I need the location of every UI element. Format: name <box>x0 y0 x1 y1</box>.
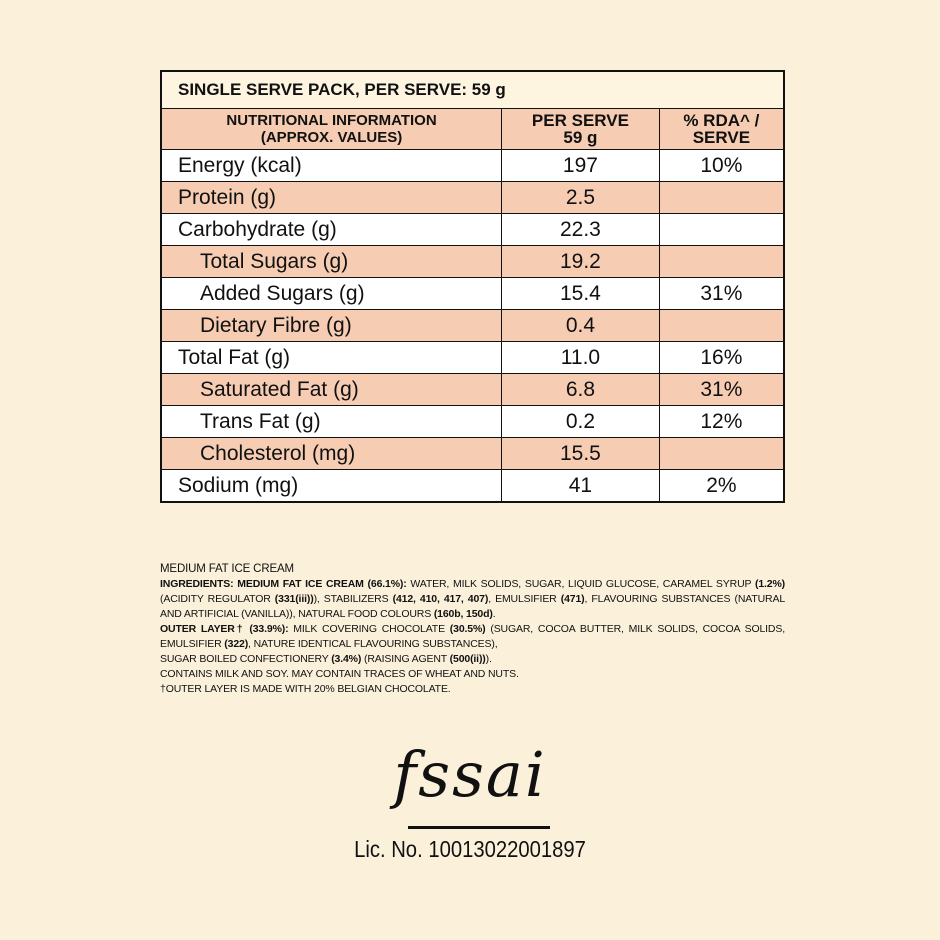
table-row: Trans Fat (g) 0.2 12% <box>160 405 785 438</box>
ingredients-text: (471) <box>560 593 585 605</box>
ingredients-text: (30.5%) <box>449 623 486 635</box>
per-serve-value: 0.2 <box>501 405 660 438</box>
ingredients-paragraph: SUGAR BOILED CONFECTIONERY (3.4%) (RAISI… <box>160 652 785 667</box>
ingredients-paragraph: INGREDIENTS: MEDIUM FAT ICE CREAM (66.1%… <box>160 577 785 622</box>
ingredients-text: SUGAR BOILED CONFECTIONERY <box>160 653 332 665</box>
ingredients-text: ). <box>485 653 492 665</box>
header-line: 59 g <box>563 128 598 147</box>
ingredients-text: (322) <box>224 638 249 650</box>
nutrient-label: Added Sugars (g) <box>160 277 503 310</box>
title-cell: SINGLE SERVE PACK, PER SERVE: 59 g <box>160 70 785 109</box>
ingredients-text: (160b, 150d) <box>433 608 493 620</box>
ingredients-text: WATER, MILK SOLIDS, SUGAR, LIQUID GLUCOS… <box>406 578 755 590</box>
rda-value: 2% <box>658 469 785 503</box>
header-cell: PER SERVE 59 g <box>501 108 660 150</box>
ingredients-text: (1.2%) <box>754 578 785 590</box>
table-row: Total Fat (g) 11.0 16% <box>160 341 785 374</box>
table-row: Carbohydrate (g) 22.3 <box>160 213 785 246</box>
nutrient-label: Sodium (mg) <box>160 469 503 503</box>
ingredients-heading: MEDIUM FAT ICE CREAM <box>160 563 294 575</box>
ingredients-paragraph: OUTER LAYER† (33.9%): MILK COVERING CHOC… <box>160 622 785 652</box>
rda-value <box>658 437 785 470</box>
table-row: Saturated Fat (g) 6.8 31% <box>160 373 785 406</box>
rda-value: 16% <box>658 341 785 374</box>
ingredients-text: (331(iii)) <box>274 593 314 605</box>
fssai-logo: fssai <box>393 738 547 811</box>
per-serve-value: 41 <box>501 469 660 503</box>
rda-value <box>658 213 785 246</box>
header-cell: % RDA^ / SERVE <box>658 108 785 150</box>
rda-value <box>658 309 785 342</box>
header-line: SERVE <box>692 128 751 147</box>
ingredients-paragraph: †OUTER LAYER IS MADE WITH 20% BELGIAN CH… <box>160 682 785 697</box>
ingredients-text: (RAISING AGENT <box>361 653 450 665</box>
ingredients-paragraph: CONTAINS MILK AND SOY. MAY CONTAIN TRACE… <box>160 667 785 682</box>
table-row: Protein (g) 2.5 <box>160 181 785 214</box>
ingredients-text: MILK COVERING CHOCOLATE <box>288 623 450 635</box>
per-serve-value: 15.5 <box>501 437 660 470</box>
ingredients-text: (500(ii)) <box>449 653 486 665</box>
per-serve-value: 11.0 <box>501 341 660 374</box>
nutrient-label: Energy (kcal) <box>160 149 503 182</box>
nutrient-label: Saturated Fat (g) <box>160 373 503 406</box>
ingredients: MEDIUM FAT ICE CREAM INGREDIENTS: MEDIUM… <box>160 562 785 697</box>
per-serve-value: 15.4 <box>501 277 660 310</box>
header-line: NUTRITIONAL INFORMATION <box>226 112 437 129</box>
per-serve-value: 19.2 <box>501 245 660 278</box>
ingredients-text: †OUTER LAYER IS MADE WITH 20% BELGIAN CH… <box>160 683 451 695</box>
nutrient-label: Dietary Fibre (g) <box>160 309 503 342</box>
ingredients-text: CONTAINS MILK AND SOY. MAY CONTAIN TRACE… <box>160 668 519 680</box>
rda-value: 31% <box>658 277 785 310</box>
nutrition-table: SINGLE SERVE PACK, PER SERVE: 59 g NUTRIT… <box>160 70 785 503</box>
rda-value: 31% <box>658 373 785 406</box>
nutrient-label: Total Fat (g) <box>160 341 503 374</box>
header-cell: NUTRITIONAL INFORMATION (APPROX. VALUES) <box>160 108 503 150</box>
rda-value <box>658 181 785 214</box>
per-serve-value: 197 <box>501 149 660 182</box>
ingredients-text: , EMULSIFIER <box>488 593 561 605</box>
rda-value <box>658 245 785 278</box>
ingredients-text: ), STABILIZERS <box>313 593 393 605</box>
ingredients-text: . <box>492 608 496 620</box>
license-number: Lic. No. 10013022001897 <box>354 836 586 862</box>
per-serve-value: 22.3 <box>501 213 660 246</box>
title-row: SINGLE SERVE PACK, PER SERVE: 59 g <box>160 70 785 109</box>
ingredients-text: INGREDIENTS: MEDIUM FAT ICE CREAM (66.1%… <box>160 578 407 590</box>
rda-value: 12% <box>658 405 785 438</box>
ingredients-text: OUTER LAYER† (33.9%): <box>160 623 289 635</box>
ingredients-text: , FLAVOURING SUBSTANCES (NATURAL AND ART… <box>160 593 786 620</box>
ingredients-text: (412, 410, 417, 407) <box>392 593 489 605</box>
table-row: Energy (kcal) 197 10% <box>160 149 785 182</box>
table-row: Total Sugars (g) 19.2 <box>160 245 785 278</box>
nutrient-label: Cholesterol (mg) <box>160 437 503 470</box>
nutrient-label: Protein (g) <box>160 181 503 214</box>
per-serve-value: 6.8 <box>501 373 660 406</box>
per-serve-value: 2.5 <box>501 181 660 214</box>
table-row: Sodium (mg) 41 2% <box>160 469 785 503</box>
nutrient-label: Trans Fat (g) <box>160 405 503 438</box>
table-row: Cholesterol (mg) 15.5 <box>160 437 785 470</box>
header-line: % RDA^ / <box>683 111 760 130</box>
logo-underline <box>408 826 550 829</box>
header-row: NUTRITIONAL INFORMATION (APPROX. VALUES) P… <box>160 108 785 150</box>
table-row: Added Sugars (g) 15.4 31% <box>160 277 785 310</box>
table-row: Dietary Fibre (g) 0.4 <box>160 309 785 342</box>
header-line: (APPROX. VALUES) <box>260 129 403 146</box>
ingredients-text: (SUGAR, COCOA BUTTER, MILK SOLIDS, COCOA… <box>160 623 785 650</box>
ingredients-text: , NATURE IDENTICAL FLAVOURING SUBSTANCES… <box>248 638 498 650</box>
ingredients-text: (3.4%) <box>331 653 362 665</box>
header-line: PER SERVE <box>531 111 629 130</box>
rda-value: 10% <box>658 149 785 182</box>
ingredients-text: (ACIDITY REGULATOR <box>160 593 275 605</box>
per-serve-value: 0.4 <box>501 309 660 342</box>
nutrient-label: Carbohydrate (g) <box>160 213 503 246</box>
nutrient-label: Total Sugars (g) <box>160 245 503 278</box>
